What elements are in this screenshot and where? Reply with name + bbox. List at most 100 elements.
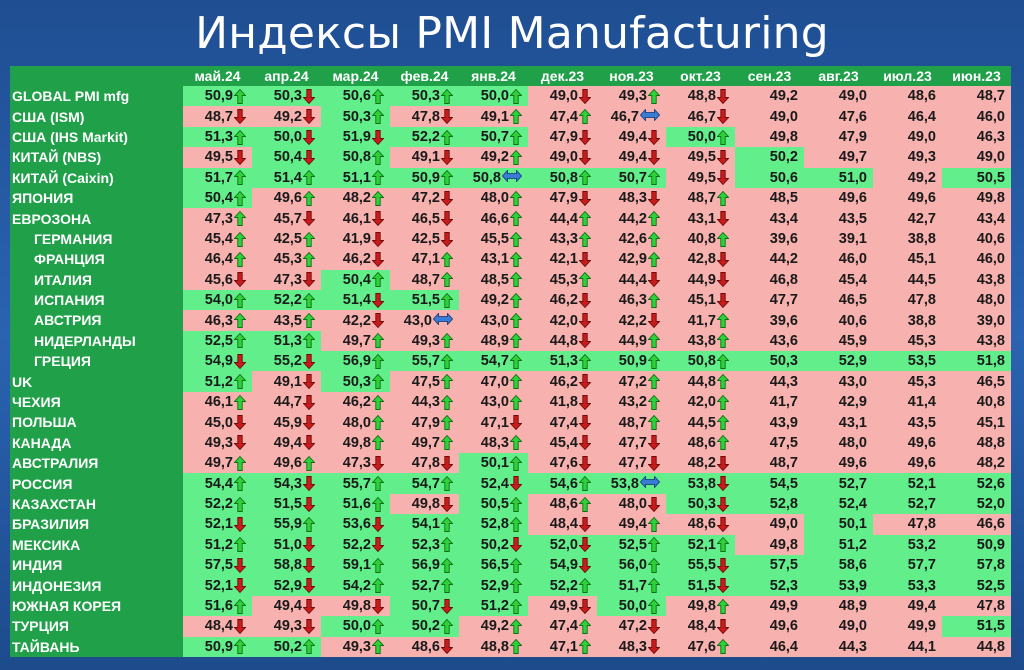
pmi-value: 49,5 [687, 169, 716, 186]
pmi-value: 47,3 [204, 210, 233, 227]
pmi-value: 48,6 [411, 638, 440, 655]
pmi-value-cell: 51,3 [528, 351, 597, 372]
pmi-value: 49,1 [273, 373, 302, 390]
pmi-value: 43,0 [403, 312, 432, 329]
pmi-value-cell: 41,8 [528, 391, 597, 413]
pmi-value: 52,9 [273, 577, 302, 594]
column-header: июн.23 [942, 66, 1011, 86]
pmi-value-cell: 50,6 [735, 167, 804, 188]
arrow-down-icon [303, 618, 315, 634]
pmi-value: 50,3 [411, 88, 440, 105]
pmi-value-cell: 46,4 [183, 249, 252, 270]
pmi-value-cell: 49,6 [804, 187, 873, 209]
pmi-value-cell: 52,7 [390, 575, 459, 596]
pmi-value-cell: 48,7 [183, 106, 252, 127]
arrow-down-icon [579, 435, 591, 451]
pmi-value-cell: 49,0 [873, 126, 942, 148]
arrow-up-icon [303, 455, 315, 471]
pmi-value: 50,9 [618, 353, 647, 370]
pmi-value-cell: 44,4 [597, 269, 666, 290]
pmi-value-cell: 47,8 [942, 595, 1011, 617]
pmi-value-cell: 49,3 [873, 147, 942, 168]
pmi-value-cell: 47,5 [735, 432, 804, 454]
arrow-down-icon [648, 129, 660, 145]
pmi-value-cell: 48,8 [666, 86, 735, 107]
arrow-up-icon [441, 170, 453, 186]
pmi-value-cell: 42,5 [252, 228, 321, 250]
pmi-value: 48,5 [769, 190, 798, 207]
country-name: КИТАЙ (Caixin) [10, 167, 183, 188]
pmi-value-cell: 50,9 [942, 534, 1011, 555]
arrow-down-icon [579, 313, 591, 329]
country-name: США (IHS Markit) [10, 126, 183, 148]
pmi-value: 51,4 [273, 169, 302, 186]
pmi-value: 49,4 [273, 598, 302, 615]
arrow-up-icon [234, 476, 246, 492]
arrow-up-icon [441, 415, 453, 430]
pmi-value-cell: 57,5 [735, 554, 804, 576]
pmi-value: 51,2 [204, 536, 233, 553]
pmi-value: 43,1 [838, 414, 867, 431]
pmi-value: 41,4 [907, 394, 936, 411]
pmi-value: 46,3 [204, 312, 233, 329]
pmi-value-cell: 46,5 [942, 371, 1011, 392]
arrow-down-icon [510, 476, 522, 492]
arrow-up-icon [510, 496, 522, 512]
pmi-value: 50,3 [342, 108, 371, 125]
pmi-value: 50,8 [687, 353, 716, 370]
pmi-value: 50,9 [204, 88, 233, 105]
arrow-up-icon [510, 211, 522, 227]
country-name: НИДЕРЛАНДЫ [10, 330, 183, 352]
pmi-value-cell: 51,2 [459, 595, 528, 617]
arrow-down-icon [717, 272, 729, 288]
arrow-up-icon [648, 394, 660, 410]
pmi-value: 51,3 [549, 353, 578, 370]
pmi-value-cell: 52,4 [459, 473, 528, 494]
pmi-value-cell: 53,8 [597, 473, 666, 494]
pmi-value-cell: 38,8 [873, 228, 942, 250]
pmi-value-cell: 52,6 [942, 473, 1011, 494]
pmi-value: 46,2 [549, 292, 578, 309]
pmi-value-cell: 52,7 [804, 473, 873, 494]
pmi-value: 40,8 [976, 394, 1005, 411]
pmi-value-cell: 52,1 [873, 473, 942, 494]
pmi-value: 51,5 [273, 496, 302, 513]
pmi-value-cell: 48,6 [666, 514, 735, 535]
pmi-value: 52,2 [273, 292, 302, 309]
pmi-value-cell: 49,2 [459, 147, 528, 168]
pmi-value: 49,8 [342, 598, 371, 615]
pmi-value: 52,4 [480, 475, 509, 492]
column-header: сен.23 [735, 66, 804, 86]
table-row: ПОЛЬША 45,0 45,9 48,0 47,9 47,1 47,4 48,7 44,5 43… [10, 412, 1011, 433]
pmi-value: 58,8 [273, 557, 302, 574]
pmi-value-cell: 39,1 [804, 228, 873, 250]
pmi-value-cell: 42,7 [873, 208, 942, 229]
column-header: июл.23 [873, 66, 942, 86]
pmi-value: 40,6 [976, 231, 1005, 248]
pmi-value-cell: 50,8 [321, 147, 390, 168]
pmi-value-cell: 51,5 [942, 616, 1011, 637]
arrow-down-icon [372, 129, 384, 145]
pmi-value: 46,1 [342, 210, 371, 227]
arrow-down-icon [372, 537, 384, 553]
pmi-value: 47,9 [411, 414, 440, 431]
pmi-value-cell: 44,1 [873, 636, 942, 657]
arrow-down-icon [372, 292, 384, 308]
pmi-value: 43,6 [769, 332, 798, 349]
pmi-value: 50,2 [480, 536, 509, 553]
pmi-value: 49,8 [687, 598, 716, 615]
pmi-value-cell: 44,8 [666, 371, 735, 392]
pmi-value-cell: 49,9 [873, 616, 942, 637]
arrow-down-icon [372, 251, 384, 267]
pmi-value-cell: 45,1 [873, 249, 942, 270]
pmi-value-cell: 52,0 [528, 534, 597, 555]
pmi-value-cell: 49,1 [459, 106, 528, 127]
pmi-value-cell: 43,2 [597, 391, 666, 413]
pmi-value: 43,0 [480, 312, 509, 329]
pmi-value-cell: 47,9 [390, 412, 459, 433]
pmi-value: 44,7 [273, 394, 302, 411]
arrow-down-icon [717, 170, 729, 186]
pmi-value: 43,8 [976, 332, 1005, 349]
pmi-value: 49,1 [480, 108, 509, 125]
pmi-value-cell: 42,9 [597, 249, 666, 270]
